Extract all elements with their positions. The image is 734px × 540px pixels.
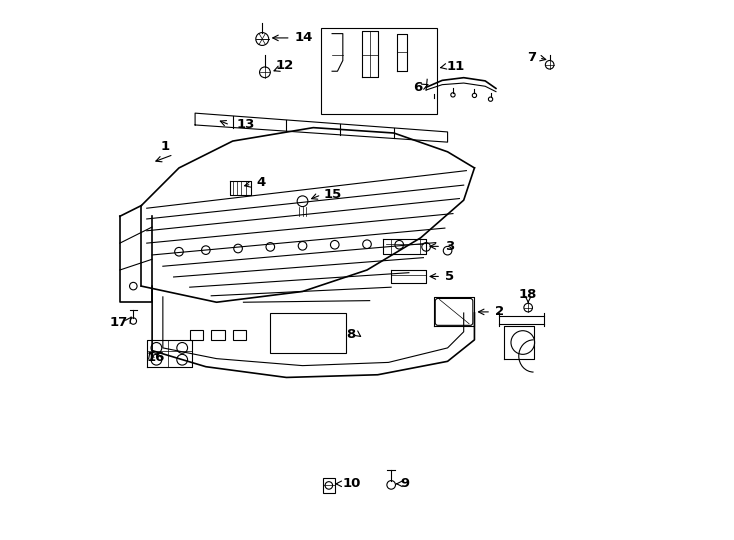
Text: 11: 11 [446,60,465,73]
Text: 7: 7 [527,51,537,64]
Text: 17: 17 [109,316,128,329]
Text: 14: 14 [294,31,313,44]
Text: 2: 2 [495,306,504,319]
Text: 1: 1 [161,140,170,153]
Text: 10: 10 [343,477,361,490]
Text: 9: 9 [400,477,410,490]
Bar [270,313,346,353]
Text: 15: 15 [324,188,342,201]
Bar [211,330,225,340]
Text: 6: 6 [413,81,422,94]
Text: 18: 18 [519,288,537,301]
Text: 16: 16 [147,350,165,363]
Text: 8: 8 [346,328,355,341]
Text: 4: 4 [257,177,266,190]
Text: 12: 12 [276,59,294,72]
Bar [233,330,246,340]
Text: 13: 13 [237,118,255,131]
Bar [189,330,203,340]
Text: 5: 5 [445,270,454,283]
Text: 3: 3 [445,240,454,253]
Bar [321,28,437,114]
Bar [323,478,335,493]
